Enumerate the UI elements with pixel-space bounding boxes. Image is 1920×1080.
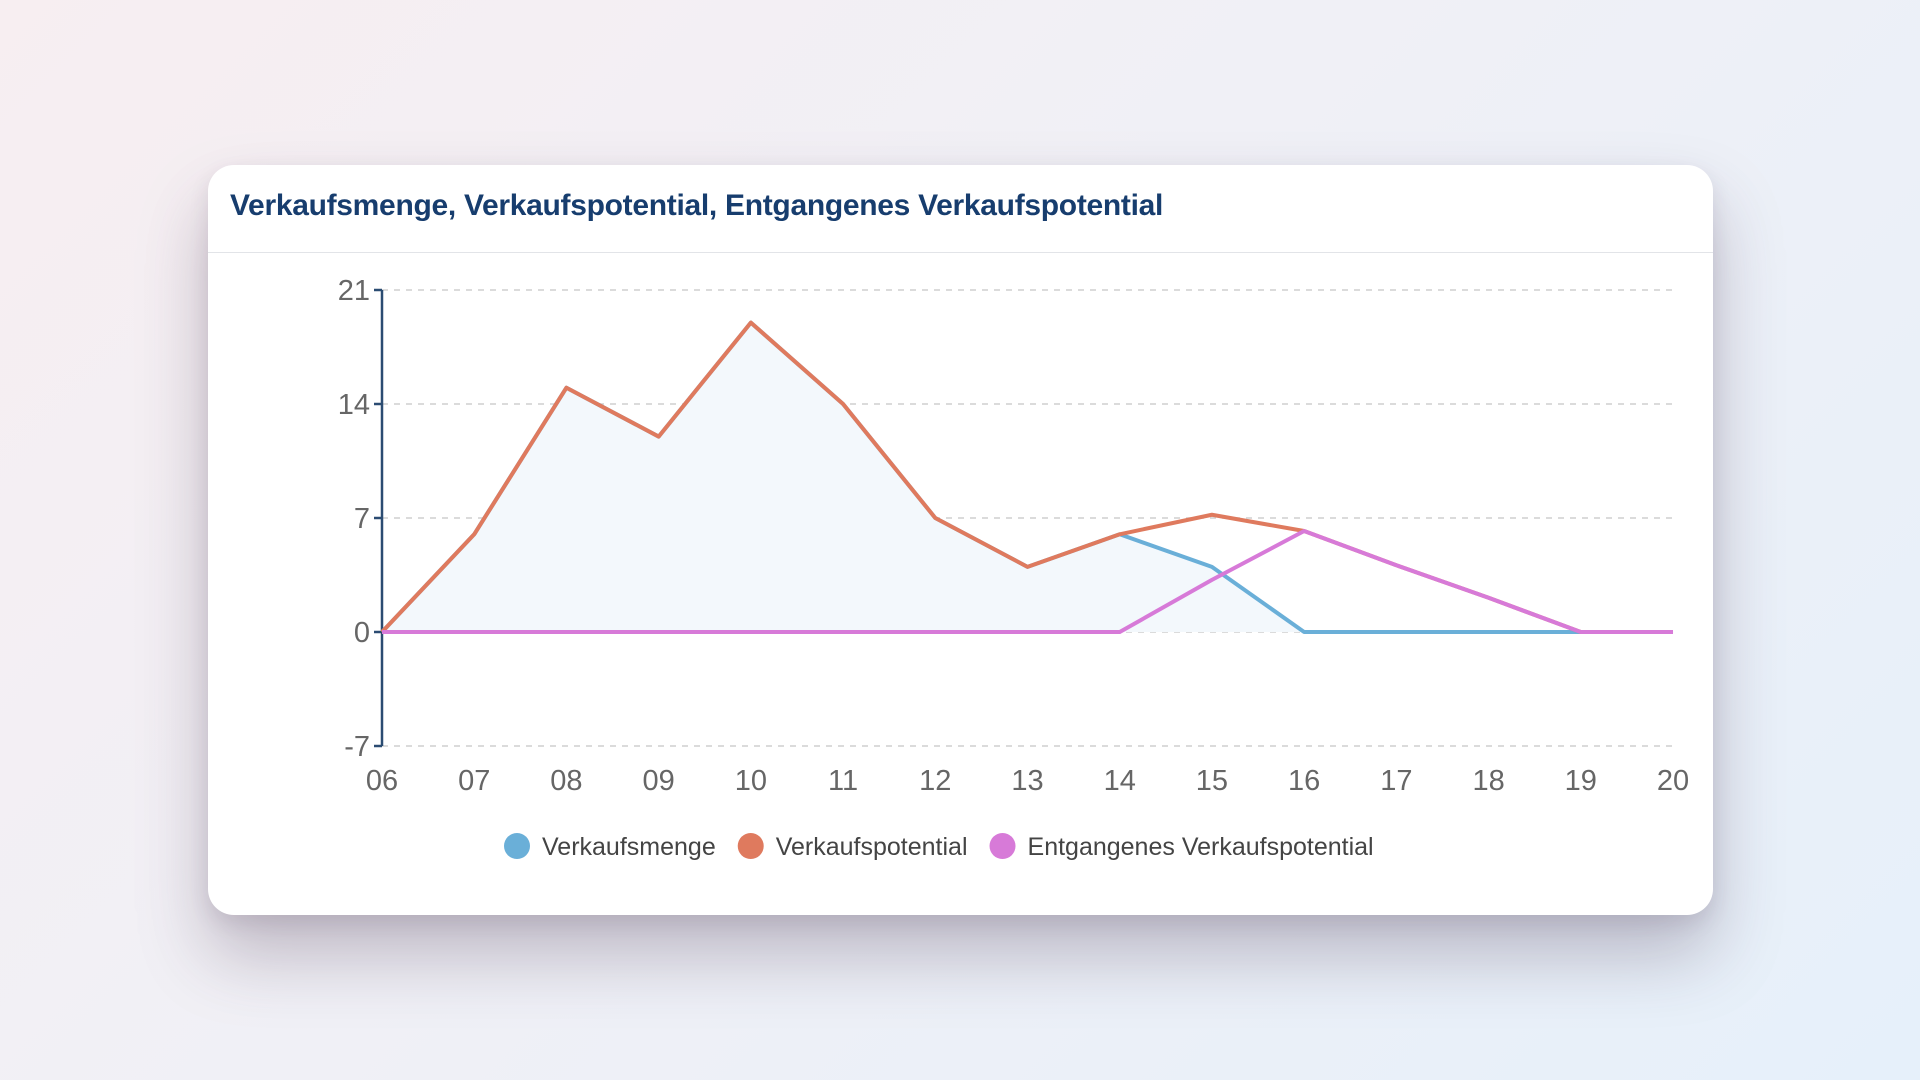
x-tick-label: 19 (1565, 765, 1597, 797)
x-tick-label: 09 (643, 765, 675, 797)
x-tick-label: 14 (1104, 765, 1136, 797)
x-tick-label: 20 (1657, 765, 1689, 797)
x-tick-label: 10 (735, 765, 767, 797)
line-chart: 21 14 7 0 -706 07 08 09 10 11 12 13 14 15 16 17 18 19 20 Ve… (338, 275, 1689, 861)
y-tick-label: -7 (344, 731, 370, 763)
x-tick-label: 07 (458, 765, 490, 797)
x-tick-label: 18 (1472, 765, 1504, 797)
x-tick-label: 13 (1011, 765, 1043, 797)
x-tick-label: 08 (550, 765, 582, 797)
x-tick-label: 16 (1288, 765, 1320, 797)
chart-title: Verkaufsmenge, Verkaufspotential, Entgan… (230, 189, 1164, 222)
y-tick-label: 7 (354, 503, 370, 535)
legend-marker-0 (504, 833, 530, 859)
y-tick-label: 0 (354, 617, 370, 649)
x-tick-label: 17 (1380, 765, 1412, 797)
y-tick-label: 14 (338, 389, 370, 421)
x-tick-label: 12 (919, 765, 951, 797)
area-fill-series-0 (382, 322, 1673, 632)
x-tick-label: 11 (828, 765, 858, 797)
y-tick-label: 21 (338, 275, 370, 307)
legend-label-0: Verkaufsmenge (542, 833, 716, 861)
legend-label-2: Entgangenes Verkaufspotential (1028, 833, 1374, 861)
x-tick-label: 06 (366, 765, 398, 797)
legend-label-1: Verkaufspotential (776, 833, 968, 861)
chart-card: Verkaufsmenge, Verkaufspotential, Entgan… (208, 165, 1713, 915)
legend-marker-2 (989, 833, 1016, 859)
legend-marker-1 (737, 833, 764, 859)
x-tick-label: 15 (1196, 765, 1228, 797)
title-divider (208, 252, 1713, 253)
